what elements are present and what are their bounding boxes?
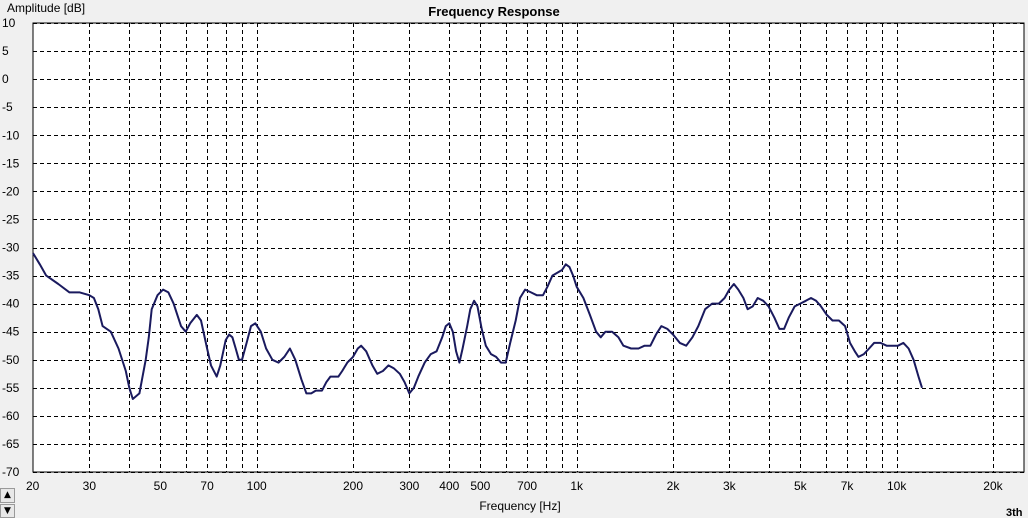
y-tick-label: 5 — [2, 44, 9, 58]
x-tick-label: 20 — [26, 479, 40, 493]
y-tick-label: -40 — [2, 297, 20, 311]
y-tick-label: -20 — [2, 184, 20, 198]
x-tick-label: 30 — [83, 479, 97, 493]
x-tick-label: 200 — [343, 479, 363, 493]
y-tick-label: -25 — [2, 212, 20, 226]
x-axis-label: Frequency [Hz] — [479, 499, 560, 513]
y-tick-label: -65 — [2, 437, 20, 451]
x-tick-label: 1k — [570, 479, 584, 493]
x-tick-label: 7k — [841, 479, 855, 493]
plot-area — [33, 23, 1024, 472]
x-tick-label: 300 — [399, 479, 419, 493]
y-tick-label: -45 — [2, 325, 20, 339]
y-tick-label: -70 — [2, 465, 20, 479]
y-tick-label: -35 — [2, 269, 20, 283]
y-tick-label: -15 — [2, 156, 20, 170]
x-tick-label: 500 — [470, 479, 490, 493]
y-tick-label: -30 — [2, 241, 20, 255]
chart-title: Frequency Response — [428, 4, 560, 19]
x-tick-label: 100 — [247, 479, 267, 493]
x-tick-labels: 20 30 50 70 100 200 300 400 500 700 1k 2k 3k 5k 7k 10k 2… — [26, 479, 1004, 493]
y-tick-label: -5 — [2, 100, 13, 114]
x-tick-label: 5k — [794, 479, 808, 493]
plot-border — [32, 22, 1025, 473]
y-axis-label: Amplitude [dB] — [7, 1, 85, 15]
x-tick-label: 20k — [983, 479, 1003, 493]
y-tick-label: -10 — [2, 128, 20, 142]
scroll-down-button[interactable]: ▼ — [0, 504, 15, 518]
scroll-up-button[interactable]: ▲ — [0, 488, 15, 503]
y-tick-label: -50 — [2, 353, 20, 367]
x-tick-label: 400 — [439, 479, 459, 493]
x-tick-label: 10k — [887, 479, 907, 493]
y-tick-label: 0 — [2, 72, 9, 86]
y-tick-label: -60 — [2, 409, 20, 423]
corner-label: 3th — [1006, 507, 1023, 518]
x-tick-label: 3k — [723, 479, 737, 493]
x-tick-label: 70 — [200, 479, 214, 493]
series-line — [32, 252, 923, 400]
x-tick-label: 50 — [154, 479, 168, 493]
y-tick-labels: 10 5 0 -5 -10 -15 -20 -25 -30 -35 -40 -45 -50 -55 -60 -… — [2, 16, 20, 479]
x-tick-label: 700 — [517, 479, 537, 493]
y-tick-label: -55 — [2, 381, 20, 395]
x-tick-label: 2k — [667, 479, 681, 493]
grid-lines — [33, 23, 1024, 473]
series-lines — [32, 252, 923, 400]
y-tick-label: 10 — [2, 16, 16, 30]
